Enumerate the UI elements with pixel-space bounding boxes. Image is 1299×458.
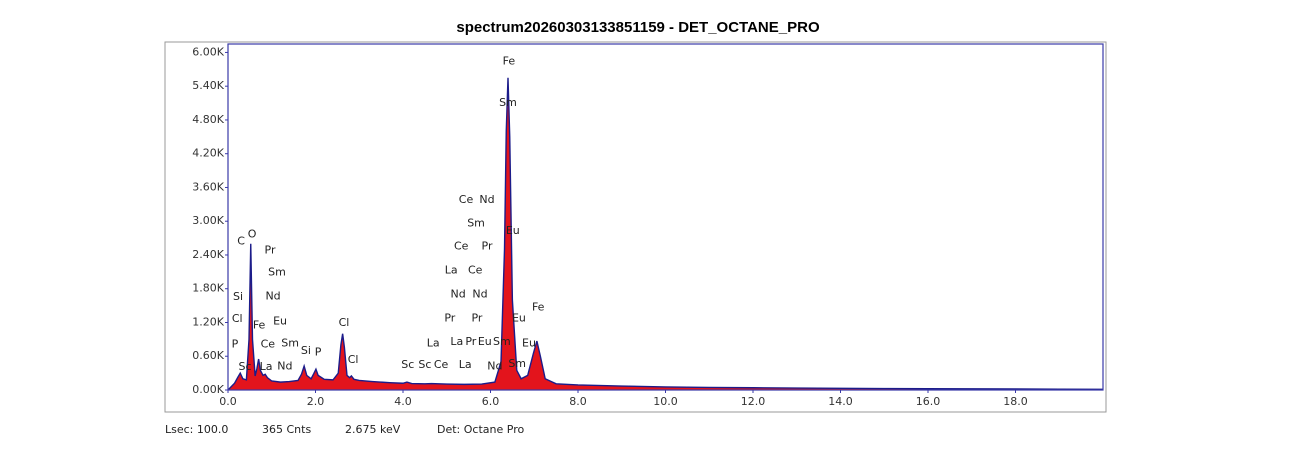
peak-label: Sm xyxy=(281,336,299,349)
peak-label: Pr xyxy=(265,243,276,256)
x-tick-label: 10.0 xyxy=(653,395,678,408)
y-tick-label: 6.00K xyxy=(192,45,224,58)
peak-label: Eu xyxy=(522,336,536,349)
spectrum-area xyxy=(228,77,1103,390)
peak-label: Nd xyxy=(277,359,292,372)
y-tick-label: 4.20K xyxy=(192,147,224,160)
x-tick-label: 4.0 xyxy=(394,395,412,408)
peak-label: Sc xyxy=(401,358,414,371)
y-tick-label: 1.20K xyxy=(192,315,224,328)
x-tick-label: 8.0 xyxy=(569,395,587,408)
y-tick-label: 0.00K xyxy=(192,383,224,396)
y-tick-label: 4.80K xyxy=(192,113,224,126)
spectrum-line xyxy=(227,77,1104,391)
peak-label: Fe xyxy=(532,300,545,313)
peak-label: Cl xyxy=(348,353,359,366)
y-tick-label: 2.40K xyxy=(192,248,224,261)
peak-label: Eu xyxy=(478,335,492,348)
x-tick-label: 12.0 xyxy=(741,395,766,408)
peak-label: La xyxy=(445,264,458,277)
peak-label: O xyxy=(248,228,257,241)
x-tick-label: 0.0 xyxy=(219,395,237,408)
x-tick-label: 14.0 xyxy=(828,395,853,408)
footer-detector: Det: Octane Pro xyxy=(437,423,524,436)
chart-title: spectrum20260303133851159 - DET_OCTANE_P… xyxy=(456,19,820,36)
peak-label: Si xyxy=(301,344,311,357)
peak-label: La xyxy=(260,360,273,373)
peak-label: Nd xyxy=(472,287,487,300)
chart-frame xyxy=(164,41,1107,413)
y-tick-label: 0.60K xyxy=(192,349,224,362)
x-tick-label: 18.0 xyxy=(1003,395,1028,408)
y-tick-label: 3.60K xyxy=(192,180,224,193)
peak-label: Fe xyxy=(253,318,266,331)
peak-label: P xyxy=(232,337,239,350)
peak-label: Ce xyxy=(468,264,483,277)
plot-border xyxy=(227,43,1104,391)
peak-label: Sm xyxy=(467,216,485,229)
peak-label: Nd xyxy=(487,359,502,372)
peak-label: La xyxy=(427,336,440,349)
peak-label: Cl xyxy=(232,312,243,325)
y-tick-label: 5.40K xyxy=(192,79,224,92)
peak-label: Si xyxy=(233,290,243,303)
peak-label: La xyxy=(459,358,472,371)
x-tick-label: 16.0 xyxy=(916,395,941,408)
peak-label: Cl xyxy=(339,316,350,329)
peak-label: Eu xyxy=(512,312,526,325)
peak-label: Nd xyxy=(479,193,494,206)
peak-label: Eu xyxy=(506,224,520,237)
peak-label: Ce xyxy=(459,193,474,206)
x-tick-label: 6.0 xyxy=(482,395,500,408)
footer-lsec: Lsec: 100.0 xyxy=(165,423,228,436)
peak-label: Pr xyxy=(465,335,476,348)
peak-label: Nd xyxy=(265,290,280,303)
x-tick-label: 2.0 xyxy=(307,395,325,408)
peak-label: Eu xyxy=(273,314,287,327)
peak-label: Sm xyxy=(268,265,286,278)
peak-label: Sc xyxy=(239,360,252,373)
peak-label: Sm xyxy=(508,357,526,370)
peak-label: C xyxy=(237,234,245,247)
peak-label: Ce xyxy=(454,240,469,253)
y-tick-label: 1.80K xyxy=(192,282,224,295)
footer-counts: 365 Cnts xyxy=(262,423,311,436)
peak-label: Pr xyxy=(482,240,493,253)
peak-label: Fe xyxy=(503,54,516,67)
peak-label: P xyxy=(315,345,322,358)
peak-label: Pr xyxy=(471,312,482,325)
peak-label: Sc xyxy=(418,358,431,371)
peak-label: Ce xyxy=(434,358,449,371)
peak-label: Ce xyxy=(261,337,276,350)
peak-label: Pr xyxy=(444,312,455,325)
peak-label: Nd xyxy=(451,287,466,300)
peak-label: Sm xyxy=(499,96,517,109)
peak-label: La xyxy=(450,335,463,348)
y-tick-label: 3.00K xyxy=(192,214,224,227)
footer-energy: 2.675 keV xyxy=(345,423,401,436)
peak-label: Sm xyxy=(493,335,511,348)
